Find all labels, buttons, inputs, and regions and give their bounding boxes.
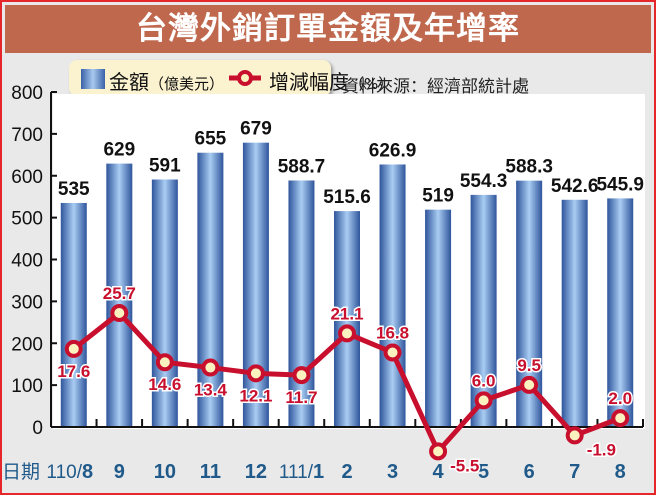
y-tick-label: 200: [11, 334, 43, 355]
line-marker: [201, 358, 220, 377]
growth-value-label: 25.7: [103, 284, 136, 303]
bar: [607, 198, 634, 427]
x-category-label: 111/1: [279, 461, 324, 483]
legend-line-label: 增減幅度（%）: [269, 70, 394, 94]
line-marker: [520, 375, 539, 394]
data-labels: 17.6 25.7 14.6 13.4 12.1 11.7 21.1 16.8 -5.5 6.0 9…: [56, 283, 634, 477]
bar-value-label: 515.6: [323, 187, 371, 208]
line-marker: [338, 324, 356, 343]
growth-value-label: 12.1: [239, 386, 272, 405]
bar-value-label: 519: [422, 186, 454, 207]
x-category-label: 2: [341, 461, 352, 483]
bar: [334, 211, 360, 427]
line-marker: [110, 304, 129, 322]
x-category-label: 8: [615, 461, 626, 483]
bar: [425, 209, 452, 427]
growth-value-label: -5.5: [450, 456, 479, 475]
bar-value-label: 591: [149, 156, 181, 177]
growth-value-label: 17.6: [57, 362, 90, 381]
x-category-label: 10: [154, 461, 176, 483]
bar: [561, 199, 588, 427]
legend-bar-label: 金額（億美元）: [109, 70, 225, 94]
y-tick-label: 700: [11, 125, 43, 146]
growth-value-label: 16.8: [376, 323, 409, 342]
bar-value-label: 588.3: [505, 157, 553, 178]
line-marker: [611, 409, 630, 428]
bar-value-label: 535: [58, 179, 90, 200]
bar-value-label: 545.9: [596, 174, 644, 195]
line-series: [64, 304, 630, 461]
y-tick-label: 600: [11, 167, 43, 188]
line-marker: [429, 442, 448, 461]
bar: [470, 194, 497, 427]
x-category-label: 5: [478, 461, 489, 483]
x-category-label: 9: [114, 461, 125, 483]
growth-value-label: 6.0: [472, 371, 496, 390]
y-tick-label: 400: [11, 251, 43, 272]
x-category-label: 110/8: [46, 461, 93, 483]
y-tick-label: 0: [32, 418, 43, 439]
growth-value-label: 2.0: [608, 389, 632, 408]
x-axis: 日期 110/8 9 10 11 12 111/1 2 3 4 5 6 7 8: [2, 419, 644, 483]
source-note: 資料來源：經濟部統計處: [342, 77, 529, 97]
line-marker: [155, 353, 174, 372]
line-marker: [246, 364, 265, 383]
growth-value-label: 21.1: [330, 304, 363, 323]
line-marker: [474, 391, 493, 410]
bar-series: 535 629 591 655 679 588.7 515.6 626.9 519 554.358…: [58, 119, 644, 427]
bar-value-label: 554.3: [460, 171, 508, 192]
legend: 金額（億美元） 增減幅度（%）: [69, 60, 393, 96]
bar-value-label: 679: [240, 119, 272, 140]
growth-value-label: 11.7: [285, 388, 317, 407]
bar: [379, 164, 406, 427]
x-category-label: 4: [433, 461, 445, 483]
bar-legend-swatch-icon: [81, 69, 105, 89]
bar-value-label: 629: [103, 140, 135, 161]
x-category-label: 6: [524, 461, 535, 483]
line-marker: [292, 366, 311, 385]
bar-value-label: 655: [195, 129, 227, 150]
line-marker: [383, 343, 402, 362]
x-category-label: 3: [387, 461, 398, 483]
bar-value-label: 626.9: [369, 140, 417, 161]
bar: [242, 142, 269, 427]
chart-title: 台灣外銷訂單金額及年增率: [5, 5, 651, 53]
line-legend-marker-icon: [229, 70, 261, 86]
bar: [197, 152, 224, 427]
bar: [106, 163, 133, 427]
y-tick-label: 800: [11, 83, 43, 104]
bar-value-label: 542.6: [551, 176, 599, 197]
x-axis-title: 日期: [2, 461, 40, 483]
x-category-label: 7: [569, 461, 580, 483]
growth-value-label: 13.4: [194, 381, 228, 400]
growth-value-label: 9.5: [517, 356, 541, 375]
y-tick-label: 100: [11, 376, 43, 397]
y-tick-label: 300: [11, 292, 43, 313]
growth-value-label: -1.9: [587, 440, 616, 459]
y-tick-label: 500: [11, 209, 43, 230]
bar: [151, 179, 178, 427]
bar-value-label: 588.7: [278, 156, 326, 177]
growth-value-label: 14.6: [148, 375, 181, 394]
line-marker: [565, 426, 584, 445]
bar: [288, 180, 315, 427]
y-axis: 0 100 200 300 400 500 600 700 800: [11, 83, 57, 439]
line-marker: [64, 339, 83, 358]
x-category-label: 11: [200, 461, 221, 483]
x-category-label: 12: [245, 461, 267, 483]
bar: [60, 202, 87, 427]
